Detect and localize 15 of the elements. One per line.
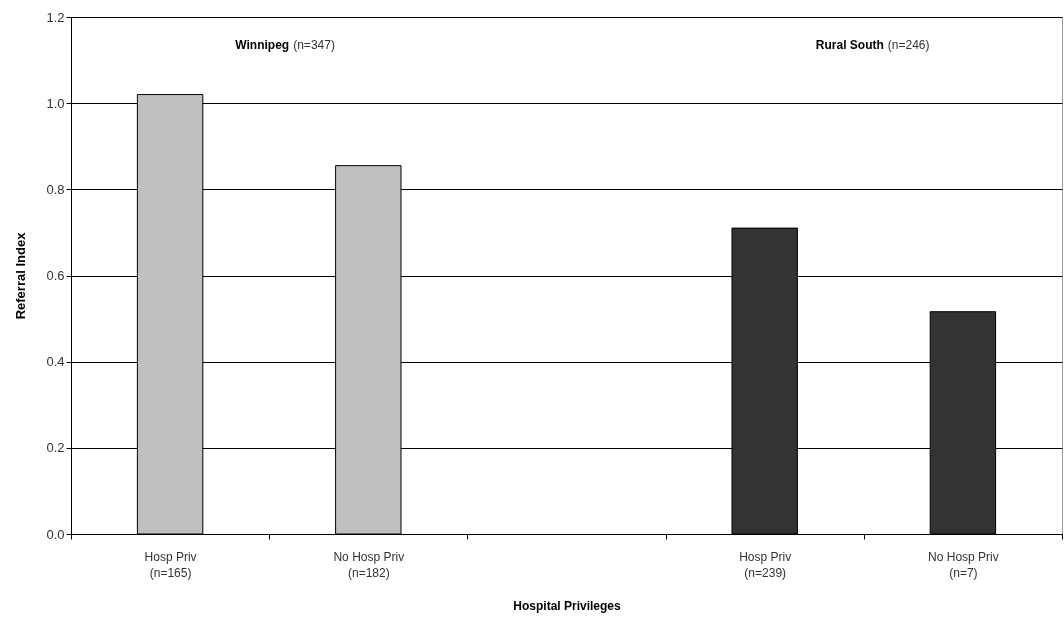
y-tick-label: 0.6	[46, 268, 65, 283]
y-tick-label: 0.0	[46, 526, 65, 542]
x-tick-label: No Hosp Priv (n=182)	[333, 549, 405, 580]
x-axis-title: Hospital Privileges	[513, 598, 622, 613]
y-tick-label: 0.2	[46, 440, 65, 456]
y-axis-title: Referral Index	[13, 231, 29, 320]
text: Winnipeg (n=347)	[235, 38, 335, 52]
y-tick-label: 0.4	[46, 354, 65, 370]
y-tick-label: 1.0	[46, 95, 65, 111]
text: Rural South (n=246)	[815, 38, 930, 52]
y-tick-label: 1.2	[46, 9, 65, 25]
x-tick-label: Hosp Priv (n=239)	[739, 549, 792, 580]
y-tick-label: 0.8	[46, 181, 65, 197]
x-tick-label: No Hosp Priv (n=7)	[928, 549, 999, 580]
x-tick-label: Hosp Priv (n=165)	[144, 549, 197, 580]
